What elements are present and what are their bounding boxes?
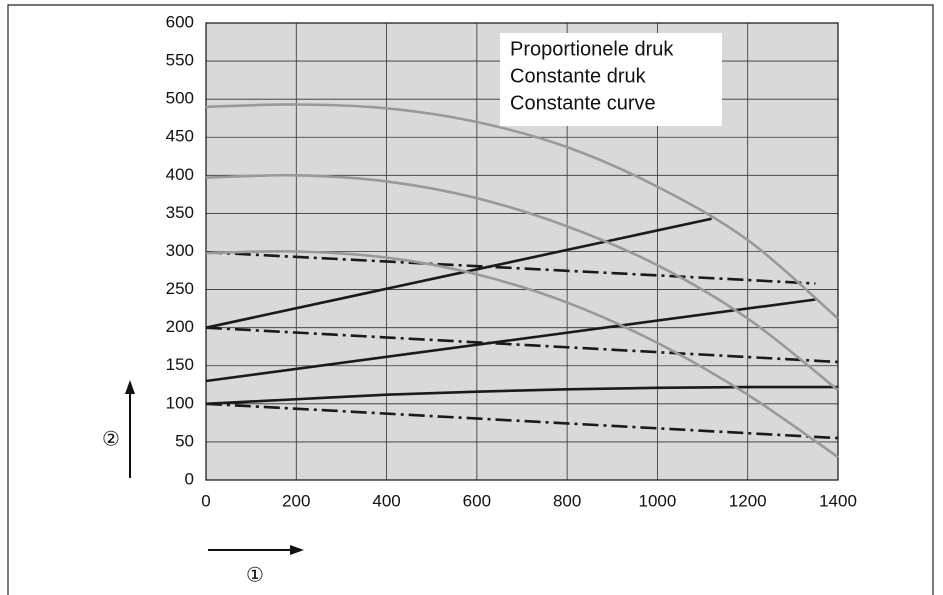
- frame: [7, 4, 934, 595]
- plot-border: [205, 22, 839, 481]
- x-tick-label: 600: [463, 491, 491, 510]
- line: [205, 173, 839, 392]
- x-arrow-head: [290, 545, 304, 555]
- y-arrow-head: [125, 380, 135, 394]
- x-tick-label: 1200: [729, 491, 767, 510]
- y-tick-label: 600: [166, 12, 194, 31]
- x-tick-label: 1000: [639, 491, 677, 510]
- x-tick-label: 0: [201, 491, 210, 510]
- y-tick-label: 100: [166, 393, 194, 412]
- line: [205, 250, 839, 459]
- y-axis-label: ②: [102, 428, 120, 450]
- y-tick-label: 150: [166, 355, 194, 374]
- line: [205, 250, 816, 285]
- y-tick-label: 300: [166, 241, 194, 260]
- x-tick-label: 1400: [819, 491, 857, 510]
- y-tick-label: 250: [166, 279, 194, 298]
- y-tick-label: 200: [166, 317, 194, 336]
- y-tick-label: 350: [166, 203, 194, 222]
- line: [205, 326, 839, 364]
- y-tick-label: 0: [185, 469, 194, 488]
- x-tick-label: 800: [553, 491, 581, 510]
- legend-label: Constante curve: [510, 92, 656, 114]
- y-tick-label: 400: [166, 165, 194, 184]
- line: [205, 103, 839, 320]
- y-tick-label: 50: [175, 431, 194, 450]
- legend-label: Proportionele druk: [510, 38, 674, 60]
- line: [205, 402, 839, 440]
- legend-box: [500, 33, 722, 126]
- line: [205, 385, 839, 406]
- x-tick-label: 400: [372, 491, 400, 510]
- line: [205, 217, 712, 329]
- legend-label: Constante druk: [510, 65, 647, 87]
- y-tick-label: 550: [166, 51, 194, 70]
- x-axis-label: ①: [246, 564, 264, 586]
- line: [205, 298, 816, 383]
- y-tick-label: 450: [166, 127, 194, 146]
- y-tick-label: 500: [166, 89, 194, 108]
- x-tick-label: 200: [282, 491, 310, 510]
